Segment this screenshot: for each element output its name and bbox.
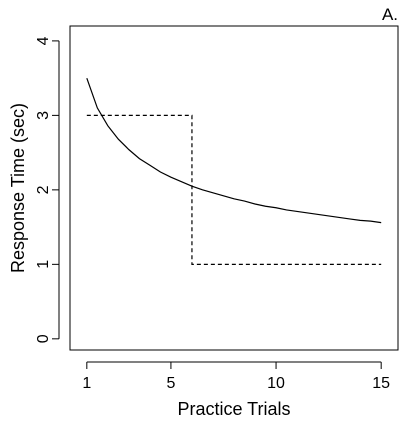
plot-frame <box>69 25 399 351</box>
y-axis: 0 1 2 3 4 <box>35 36 60 343</box>
x-axis: 1 5 10 15 <box>82 361 390 392</box>
y-tick-label: 4 <box>35 36 52 45</box>
y-tick-label: 0 <box>35 334 52 343</box>
step-series-line <box>86 114 382 265</box>
x-tick-label: 10 <box>267 375 285 392</box>
panel-label: A. <box>382 5 398 24</box>
y-tick-label: 2 <box>35 185 52 194</box>
series-layer <box>86 77 382 265</box>
y-tick-label: 3 <box>35 111 52 120</box>
x-axis-title: Practice Trials <box>177 399 290 419</box>
curve-series-line <box>86 77 382 224</box>
x-tick-label: 5 <box>166 375 175 392</box>
y-tick-label: 1 <box>35 260 52 269</box>
x-tick-label: 1 <box>82 375 91 392</box>
y-axis-title: Response Time (sec) <box>8 103 28 273</box>
x-tick-label: 15 <box>372 375 390 392</box>
